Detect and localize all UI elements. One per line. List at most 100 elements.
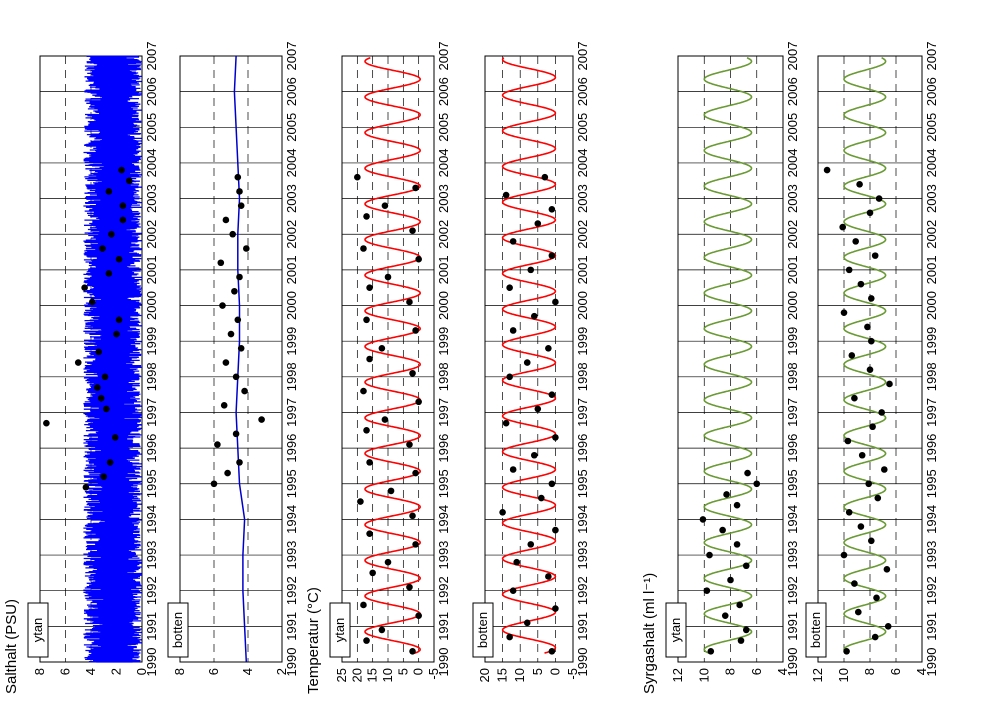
data-point — [232, 430, 240, 438]
year-tick-label: 1992 — [144, 576, 159, 605]
year-tick-label: 2005 — [144, 113, 159, 142]
value-tick-label: 12 — [670, 668, 685, 682]
data-point — [378, 345, 386, 352]
data-point — [115, 316, 123, 324]
year-tick-label: 2002 — [575, 220, 590, 249]
data-point — [857, 523, 865, 530]
data-point — [851, 394, 858, 402]
year-tick-label: 1998 — [144, 362, 159, 391]
data-point — [360, 387, 367, 395]
data-point — [415, 398, 422, 406]
data-point — [360, 245, 367, 252]
year-tick-label: 1990 — [924, 648, 939, 677]
year-tick-label: 1999 — [785, 327, 800, 356]
data-point — [236, 273, 243, 281]
year-tick-label: 2003 — [575, 184, 590, 213]
year-tick-label: 1990 — [284, 648, 299, 677]
year-tick-label: 2006 — [575, 77, 590, 106]
value-tick-label: 10 — [696, 668, 711, 682]
year-tick-label: 2007 — [575, 42, 590, 71]
data-point — [119, 216, 127, 224]
data-point — [871, 252, 879, 259]
data-point — [412, 541, 419, 548]
data-point — [381, 202, 389, 210]
data-point — [707, 648, 715, 655]
panel-label-box — [805, 602, 827, 658]
value-tick-label: 4 — [240, 668, 255, 675]
value-tick-label: -5 — [565, 668, 580, 680]
year-tick-label: 2000 — [284, 291, 299, 320]
year-tick-label: 2001 — [144, 255, 159, 284]
year-tick-label: 2000 — [144, 291, 159, 320]
data-point — [534, 405, 542, 413]
year-tick-label: 2003 — [785, 184, 800, 213]
data-point — [217, 259, 225, 267]
data-point — [81, 284, 88, 292]
data-point — [412, 327, 419, 334]
data-point — [100, 473, 108, 480]
data-point — [886, 380, 893, 388]
year-tick-label: 1996 — [785, 434, 800, 463]
year-tick-label: 1993 — [785, 541, 800, 570]
data-point — [845, 508, 853, 516]
year-tick-label: 1991 — [144, 612, 159, 641]
data-point — [412, 184, 419, 192]
axis-label: Salthalt (PSU) — [3, 599, 20, 694]
data-point — [823, 166, 831, 174]
value-tick-label: 20 — [477, 668, 492, 682]
panel-label: ytan — [332, 618, 347, 643]
data-point — [384, 558, 392, 566]
year-tick-label: 2001 — [924, 255, 939, 284]
value-tick-label: 8 — [172, 668, 187, 675]
data-point — [857, 280, 865, 288]
value-tick-label: 0 — [411, 668, 426, 675]
value-tick-label: 0 — [547, 668, 562, 675]
value-tick-label: 6 — [58, 668, 73, 675]
data-point — [843, 648, 850, 655]
year-tick-label: 2006 — [284, 77, 299, 106]
data-point — [384, 273, 392, 281]
year-tick-label: 2000 — [924, 291, 939, 320]
data-point — [527, 541, 535, 548]
year-tick-label: 1997 — [436, 398, 451, 427]
axis-label: Syrgashalt (ml l⁻¹) — [641, 573, 658, 694]
value-tick-label: 6 — [206, 668, 221, 675]
data-point — [552, 298, 559, 306]
data-point — [106, 459, 114, 466]
series-line — [703, 57, 753, 654]
year-tick-label: 1993 — [284, 541, 299, 570]
panel-label-box — [665, 602, 687, 658]
data-point — [214, 441, 221, 448]
year-tick-label: 2004 — [785, 148, 800, 177]
year-tick-label: 1994 — [144, 505, 159, 534]
data-point — [851, 580, 858, 587]
data-point — [502, 191, 510, 199]
year-tick-label: 1992 — [436, 576, 451, 605]
value-tick-label: 8 — [32, 668, 47, 675]
year-tick-label: 1997 — [284, 398, 299, 427]
panel-frame — [484, 55, 574, 663]
year-tick-label: 2002 — [785, 220, 800, 249]
year-tick-label: 1993 — [575, 541, 590, 570]
data-point — [101, 373, 109, 381]
panel-label-box — [329, 602, 351, 658]
data-point — [545, 573, 552, 580]
data-point — [236, 188, 243, 195]
year-tick-label: 1992 — [575, 576, 590, 605]
year-tick-label: 1996 — [284, 434, 299, 463]
data-point — [753, 480, 761, 488]
year-tick-label: 1994 — [284, 505, 299, 534]
data-point — [224, 469, 231, 477]
data-point — [95, 348, 102, 356]
data-point — [548, 480, 556, 488]
data-point — [366, 459, 373, 466]
data-point — [366, 355, 373, 363]
data-point — [534, 220, 542, 227]
panel-oxygen-ytan: 4 6 8 10 12 1990 1991 1992 1993 1994 1995 1996 1997 1… — [641, 42, 800, 694]
data-point — [530, 451, 538, 459]
value-tick-label: 0 — [134, 668, 149, 675]
year-tick-label: 2006 — [436, 77, 451, 106]
data-point — [852, 238, 859, 245]
